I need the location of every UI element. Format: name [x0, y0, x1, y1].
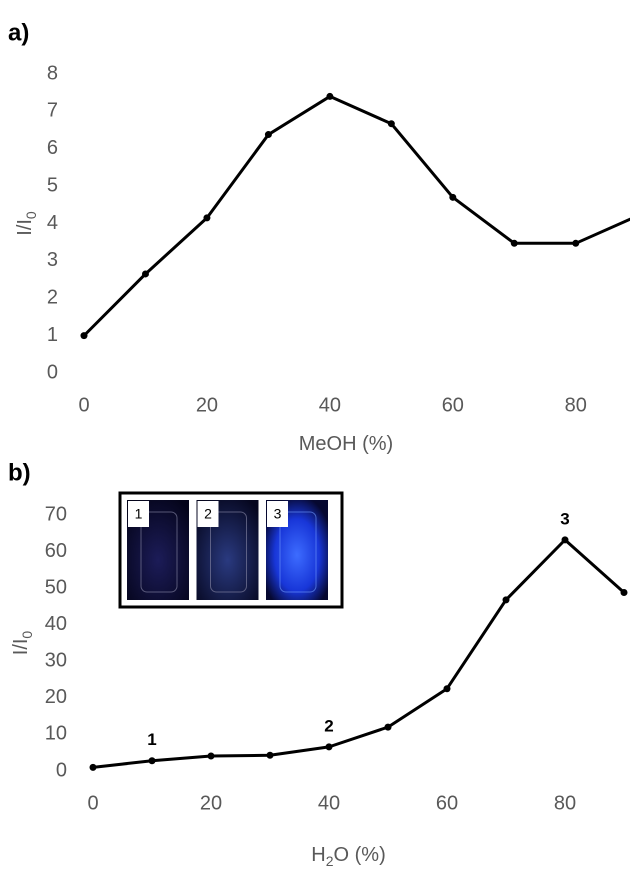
y-tick-label: 4 [47, 212, 58, 234]
data-point [561, 536, 569, 544]
x-axis-label: H2O (%) [311, 844, 385, 868]
y-tick-label: 0 [56, 759, 67, 781]
x-tick-label: 60 [436, 792, 458, 814]
y-label-sub: 0 [19, 631, 35, 639]
data-point [148, 757, 156, 765]
y-tick-label: 50 [45, 576, 67, 598]
y-tick-label: 70 [45, 503, 67, 525]
y-tick-label: 0 [47, 361, 58, 383]
x-axis-label: MeOH (%) [299, 433, 393, 455]
data-point [510, 239, 518, 247]
annotation: 3 [560, 509, 569, 528]
inset-label-box [197, 501, 219, 527]
data-point [384, 723, 392, 731]
x-tick-label: 0 [87, 792, 98, 814]
inset-label-box [128, 501, 149, 527]
inset-label-box [267, 501, 288, 527]
data-point [264, 131, 272, 139]
data-point [89, 763, 97, 771]
inset-label: 1 [135, 506, 143, 522]
y-tick-label: 20 [45, 686, 67, 708]
data-point [387, 120, 395, 128]
y-label-main: I/I [10, 639, 32, 656]
x-label-rest: O (%) [334, 844, 386, 866]
y-tick-label: 40 [45, 613, 67, 635]
x-label-sub: 2 [326, 853, 334, 869]
data-point [572, 239, 580, 247]
x-tick-label: 80 [565, 394, 587, 416]
x-label-main: H [311, 844, 325, 866]
y-label-sub: 0 [23, 211, 39, 219]
annotation: 1 [147, 730, 156, 749]
y-tick-label: 5 [47, 174, 58, 196]
x-label-main: MeOH (%) [299, 433, 393, 455]
x-tick-label: 60 [442, 394, 464, 416]
data-point [326, 92, 334, 100]
data-point [80, 332, 88, 340]
vial-outline [140, 511, 178, 593]
data-point [207, 752, 215, 760]
x-tick-label: 40 [318, 792, 340, 814]
data-point [266, 751, 274, 759]
x-tick-label: 40 [319, 394, 341, 416]
x-tick-label: 20 [196, 394, 218, 416]
y-tick-label: 7 [47, 100, 58, 122]
inset-label: 2 [204, 506, 212, 522]
annotation: 2 [324, 716, 333, 735]
data-point [449, 193, 457, 201]
x-tick-label: 0 [78, 394, 89, 416]
data-line [92, 538, 625, 769]
y-axis-label: I/I0 [14, 211, 38, 236]
panel-label: a) [8, 19, 29, 46]
inset-label: 3 [274, 506, 282, 522]
y-tick-label: 60 [45, 540, 67, 562]
y-tick-label: 10 [45, 723, 67, 745]
data-point [443, 685, 451, 693]
panel-label: b) [8, 459, 31, 486]
data-point [325, 743, 333, 751]
data-point [203, 214, 211, 222]
data-point [620, 589, 628, 597]
x-tick-label: 80 [554, 792, 576, 814]
y-axis-label: I/I0 [10, 631, 34, 656]
vial-outline [279, 511, 317, 593]
x-tick-label: 20 [200, 792, 222, 814]
y-tick-label: 6 [47, 137, 58, 159]
data-point [502, 596, 510, 604]
vial-outline [210, 511, 247, 593]
y-tick-label: 1 [47, 324, 58, 346]
data-point [141, 270, 149, 278]
data-line [82, 94, 630, 337]
y-tick-label: 30 [45, 650, 67, 672]
y-label-main: I/I [14, 219, 36, 236]
y-tick-label: 8 [47, 62, 58, 84]
y-tick-label: 3 [47, 249, 58, 271]
y-tick-label: 2 [47, 287, 58, 309]
